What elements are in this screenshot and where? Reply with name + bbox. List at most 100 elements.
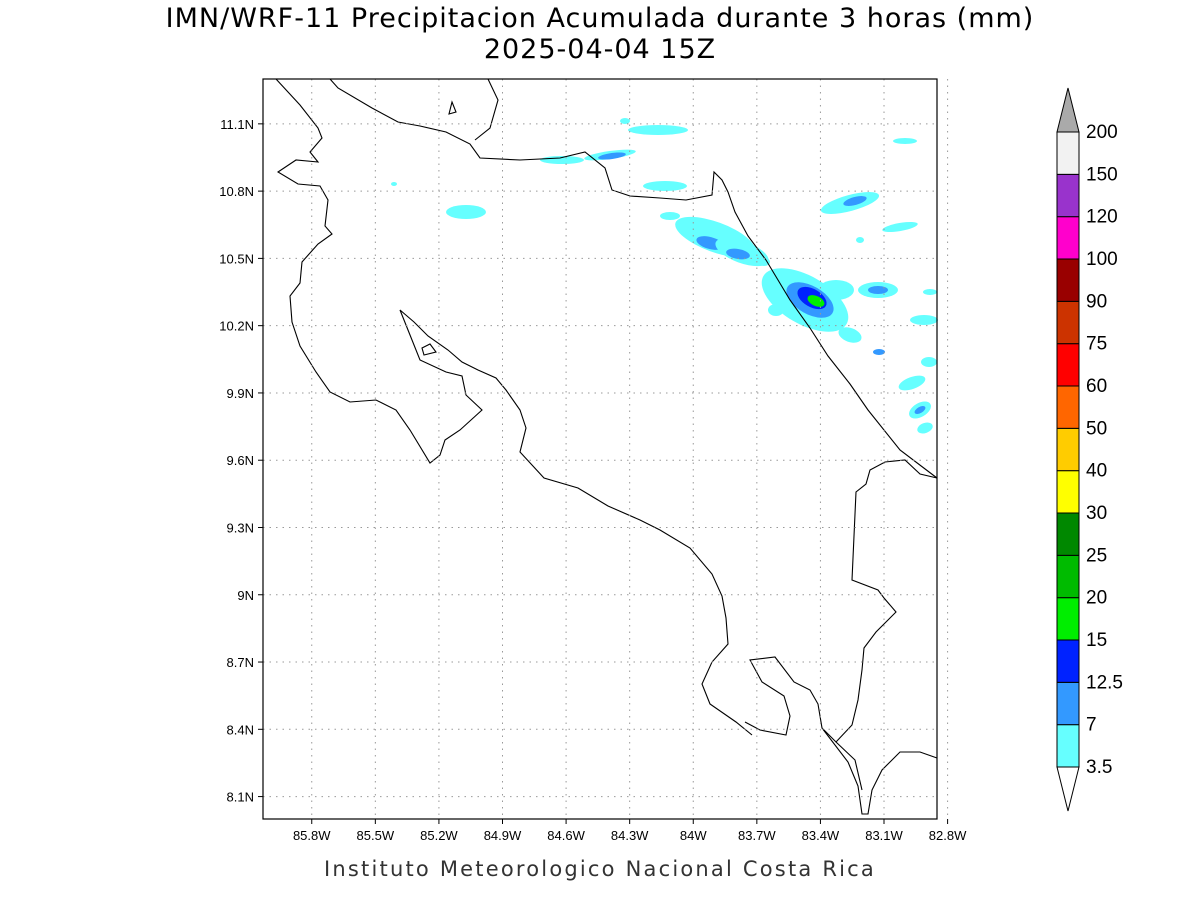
coastline-layer: [275, 78, 938, 815]
colorbar-segment: [1056, 343, 1080, 387]
precipitation-area: [910, 315, 938, 325]
longitude-tick-label: 84W: [680, 828, 707, 843]
latitude-tick-label: 9.3N: [227, 520, 254, 535]
map-title: IMN/WRF-11 Precipitacion Acumulada duran…: [165, 3, 1035, 34]
precipitation-area: [726, 248, 750, 260]
longitude-tick-label: 83.1W: [865, 828, 903, 843]
longitude-tick-label: 85.5W: [357, 828, 395, 843]
colorbar-label: 12.5: [1086, 672, 1123, 693]
latitude-tick-label: 9.6N: [227, 453, 254, 468]
colorbar-segment: [1056, 512, 1080, 556]
colorbar-label: 75: [1086, 334, 1107, 355]
coastline-path: [821, 727, 938, 815]
coastline-path: [329, 78, 938, 479]
precipitation-area: [917, 422, 933, 434]
colorbar-label: 7: [1086, 715, 1097, 736]
institution-footer: Instituto Meteorologico Nacional Costa R…: [324, 857, 876, 881]
precipitation-area: [838, 327, 862, 343]
precipitation-area: [768, 304, 784, 316]
precipitation-area: [923, 289, 937, 295]
precipitation-area: [807, 295, 825, 307]
colorbar-segment: [1056, 173, 1080, 218]
precipitation-layer: [391, 118, 938, 434]
precipitation-area: [882, 221, 918, 233]
precipitation-area: [598, 152, 626, 160]
colorbar-segment: [1056, 216, 1080, 260]
latitude-tick-label: 10.2N: [219, 319, 254, 334]
longitude-tick-label: 83.4W: [802, 828, 840, 843]
map-subtitle: 2025-04-04 15Z: [483, 34, 717, 65]
colorbar-label: 15: [1086, 630, 1107, 651]
precipitation-area: [628, 125, 688, 135]
colorbar-label: 100: [1086, 249, 1118, 270]
precipitation-area: [914, 406, 926, 414]
latitude-tick-label: 10.5N: [219, 251, 254, 266]
precipitation-area: [868, 286, 888, 294]
precipitation-area: [843, 196, 867, 206]
colorbar-label: 25: [1086, 545, 1107, 566]
colorbar-label: 200: [1086, 122, 1118, 143]
latitude-tick-label: 10.8N: [219, 184, 254, 199]
precipitation-area: [660, 212, 680, 220]
precipitation-area: [391, 182, 397, 186]
coastline-path: [835, 741, 863, 791]
precipitation-area: [856, 237, 864, 243]
colorbar-segment: [1056, 131, 1080, 175]
colorbar-label: 150: [1086, 164, 1118, 185]
latitude-tick-label: 11.1N: [220, 117, 254, 132]
precipitation-area: [898, 375, 926, 391]
colorbar-segment: [1056, 385, 1080, 429]
longitude-tick-label: 82.8W: [929, 828, 967, 843]
latitude-tick-label: 8.4N: [227, 722, 254, 737]
precipitation-area: [446, 205, 486, 219]
longitude-tick-label: 85.8W: [293, 828, 331, 843]
coastline-path: [275, 78, 753, 736]
colorbar-label: 120: [1086, 207, 1118, 228]
colorbar: 3.5 7 12.5 15 20 25 30 40 50 60 75 90 100 120 150 200: [1056, 87, 1123, 812]
colorbar-segment: [1056, 681, 1080, 726]
latitude-tick-label: 9N: [237, 588, 254, 603]
longitude-tick-label: 85.2W: [420, 828, 458, 843]
colorbar-segment: [1056, 300, 1080, 345]
precipitation-area: [818, 280, 854, 300]
colorbar-label: 60: [1086, 376, 1107, 397]
longitude-tick-label: 84.9W: [484, 828, 522, 843]
precipitation-area: [643, 181, 687, 191]
colorbar-label: 3.5: [1086, 757, 1112, 778]
latitude-tick-label: 8.7N: [227, 655, 254, 670]
longitude-tick-labels: 85.8W 85.5W 85.2W 84.9W 84.6W 84.3W 84W 83.7W 83…: [293, 828, 967, 843]
colorbar-segment: [1056, 597, 1080, 641]
colorbar-segment: [1056, 258, 1080, 302]
coastline-path: [744, 459, 938, 743]
colorbar-segment: [1056, 554, 1080, 599]
coastline-path: [421, 343, 437, 356]
longitude-tick-label: 84.6W: [547, 828, 585, 843]
precipitation-area: [620, 118, 630, 124]
colorbar-label: 40: [1086, 461, 1107, 482]
colorbar-under-arrow: [1056, 766, 1080, 812]
latitude-tick-label: 9.9N: [227, 386, 254, 401]
colorbar-segment: [1056, 427, 1080, 472]
colorbar-segment: [1056, 724, 1080, 768]
precipitation-area: [758, 258, 770, 266]
colorbar-label: 20: [1086, 588, 1107, 609]
colorbar-label: 30: [1086, 503, 1107, 524]
map-frame: [262, 78, 938, 820]
colorbar-label: 90: [1086, 291, 1107, 312]
graticule-layer: [258, 79, 949, 824]
colorbar-label: 50: [1086, 418, 1107, 439]
latitude-tick-labels: 11.1N 10.8N 10.5N 10.2N 9.9N 9.6N 9.3N 9N 8.7N 8.…: [219, 117, 254, 805]
longitude-tick-label: 84.3W: [611, 828, 649, 843]
precipitation-area: [873, 349, 885, 355]
longitude-tick-label: 83.7W: [738, 828, 776, 843]
colorbar-segment: [1056, 470, 1080, 514]
colorbar-over-arrow: [1056, 87, 1080, 133]
coastline-path: [448, 100, 457, 115]
latitude-tick-label: 8.1N: [227, 790, 254, 805]
precipitation-area: [893, 138, 917, 144]
colorbar-segment: [1056, 639, 1080, 683]
coastline-path: [474, 78, 499, 141]
precipitation-area: [921, 357, 937, 367]
